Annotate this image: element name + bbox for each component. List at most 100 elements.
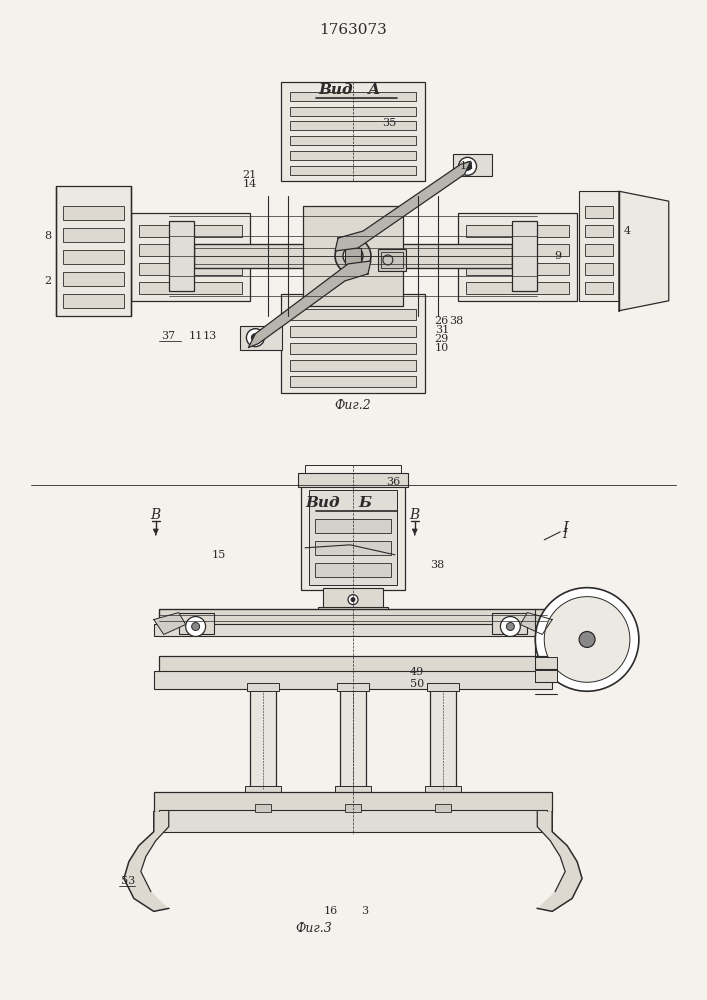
Text: 10: 10 [435,343,449,353]
Bar [335,786,371,794]
Bar [340,689,366,789]
Text: 15: 15 [211,550,226,560]
Text: 38: 38 [450,316,464,326]
Bar [427,683,459,691]
Bar [291,360,416,371]
Text: I: I [562,528,567,541]
Text: 2: 2 [44,276,51,286]
Bar [250,689,276,789]
Polygon shape [124,812,169,911]
Bar [291,376,416,387]
Bar [452,154,493,176]
Circle shape [351,598,355,602]
Bar [281,294,425,393]
Bar [315,563,391,577]
Circle shape [464,162,472,170]
Bar [291,107,416,116]
Bar [435,804,450,812]
Bar [323,588,383,610]
Bar [63,228,124,242]
Bar [154,624,552,636]
Bar [337,683,369,691]
Text: Вид: Вид [305,496,340,510]
Bar [291,166,416,175]
Bar [465,282,569,294]
Polygon shape [537,812,582,911]
Bar [465,225,569,237]
Bar [291,121,416,130]
Polygon shape [520,613,552,634]
Bar [513,221,537,291]
Polygon shape [300,544,400,555]
Bar [465,263,569,275]
Bar [585,206,613,218]
Text: Б: Б [358,496,371,510]
Bar [309,490,397,585]
Text: Фиг.2: Фиг.2 [334,399,371,412]
Bar [430,689,455,789]
Bar [305,465,401,473]
Bar [381,252,403,268]
Text: 37: 37 [160,331,175,341]
Bar [298,473,408,487]
Text: 50: 50 [410,679,424,689]
Bar [131,213,250,301]
Text: 21: 21 [243,170,257,180]
Polygon shape [335,161,471,251]
Text: А: А [368,83,380,97]
Text: Вид: Вид [318,83,353,97]
Bar [240,326,282,350]
Circle shape [459,157,477,175]
Circle shape [501,617,520,636]
Bar [255,804,271,812]
Bar [291,151,416,160]
Bar [585,244,613,256]
Bar [169,221,194,291]
Bar [315,519,391,533]
Circle shape [192,623,199,630]
Polygon shape [619,191,669,311]
Bar [291,136,416,145]
Bar [535,657,557,669]
Bar [291,309,416,320]
Bar [315,541,391,555]
Text: 29: 29 [435,334,449,344]
Text: 31: 31 [435,325,449,335]
Text: 49: 49 [410,667,424,677]
Bar [318,607,388,617]
Polygon shape [248,261,371,348]
Bar [159,656,547,672]
Text: 36: 36 [386,477,400,487]
Circle shape [535,588,639,691]
Circle shape [186,617,206,636]
Bar [291,343,416,354]
Text: Фиг.3: Фиг.3 [296,922,332,935]
Bar [154,671,552,689]
Bar [378,249,406,271]
Circle shape [343,246,363,266]
Bar [63,272,124,286]
Bar [425,786,460,794]
Bar [159,810,547,832]
Bar [139,263,243,275]
Bar [56,186,131,316]
Text: 8: 8 [44,231,51,241]
Bar [159,609,547,627]
Bar [247,683,279,691]
Bar [345,248,361,264]
Bar [535,670,557,682]
Circle shape [348,595,358,605]
Text: 16: 16 [324,906,338,916]
Circle shape [506,623,515,630]
Bar [465,244,569,256]
Bar [154,792,552,812]
Text: 35: 35 [382,118,396,128]
Bar [303,206,403,306]
Bar [585,282,613,294]
Bar [585,263,613,275]
Text: 13: 13 [203,331,217,341]
Circle shape [247,329,264,347]
Text: 53: 53 [121,876,135,886]
Bar [63,294,124,308]
Text: В: В [409,508,420,522]
